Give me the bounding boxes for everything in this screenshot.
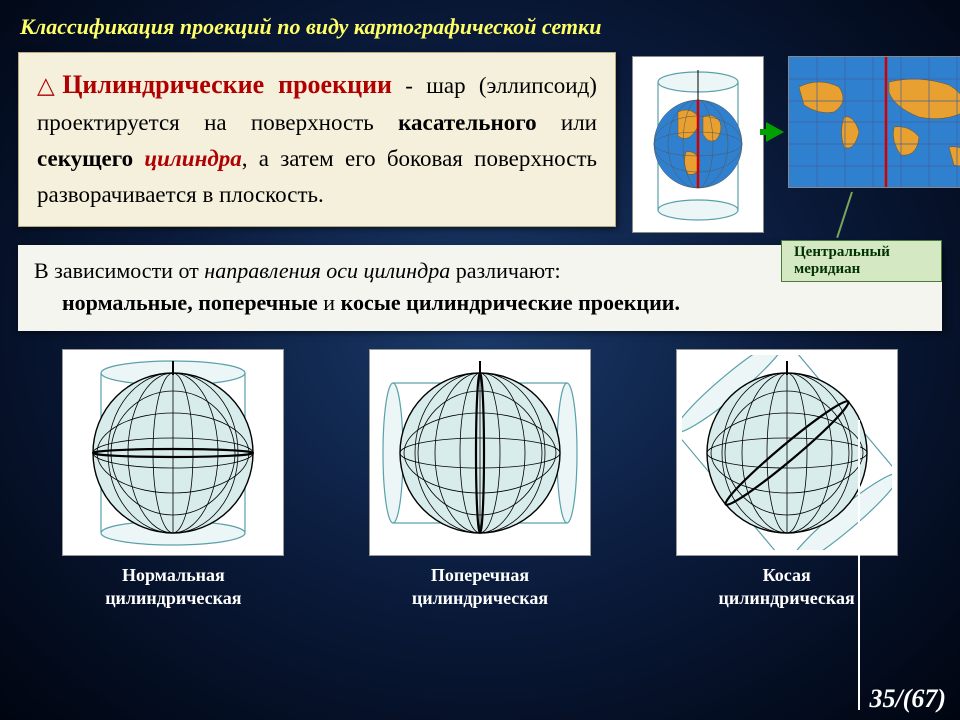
globe-transverse-label: Поперечная цилиндрическая [350, 564, 610, 611]
globe-normal-diagram [62, 349, 284, 556]
globe-oblique-label: Косая цилиндрическая [657, 564, 917, 611]
slide-title: Классификация проекций по виду картограф… [0, 0, 960, 48]
sub-bold2: косые цилиндрические проекции. [341, 290, 680, 315]
top-row: △Цилиндрические проекции - шар (эллипсои… [0, 48, 960, 227]
globe-types-row: Нормальная цилиндрическая [0, 331, 960, 611]
sub-and: и [318, 290, 341, 315]
globe-normal: Нормальная цилиндрическая [43, 349, 303, 611]
arrow-icon [766, 122, 784, 142]
def-italic-red: цилиндра [144, 146, 241, 171]
sub-suffix: различают: [450, 258, 560, 283]
page-number: 35/(67) [869, 684, 946, 714]
sub-bold1: нормальные, поперечные [62, 290, 318, 315]
bullet-icon: △ [37, 72, 62, 98]
globe-oblique: Косая цилиндрическая [657, 349, 917, 611]
decor-line [858, 420, 860, 710]
def-dash: - [392, 73, 426, 98]
definition-heading: Цилиндрические проекции [62, 70, 392, 99]
globe-transverse: Поперечная цилиндрическая [350, 349, 610, 611]
def-bold2: секущего [37, 146, 144, 171]
right-illustration: Центральный меридиан [626, 52, 942, 227]
globe-normal-label: Нормальная цилиндрическая [43, 564, 303, 611]
globe-cylinder-diagram [632, 56, 764, 233]
def-bold1: касательного [398, 110, 537, 135]
def-mid1: или [537, 110, 597, 135]
definition-box: △Цилиндрические проекции - шар (эллипсои… [18, 52, 616, 227]
flat-map-diagram [788, 56, 960, 188]
sub-prefix: В зависимости от [34, 258, 204, 283]
callout-line [836, 192, 853, 238]
globe-transverse-diagram [369, 349, 591, 556]
globe-oblique-diagram [676, 349, 898, 556]
sub-italic: направления оси цилиндра [204, 258, 450, 283]
central-meridian-label: Центральный меридиан [781, 240, 942, 282]
